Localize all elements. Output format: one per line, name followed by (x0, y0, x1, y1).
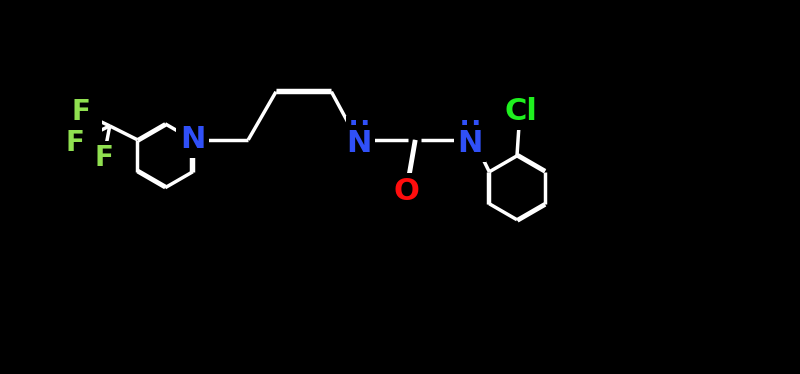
Text: H: H (349, 119, 370, 142)
Text: N: N (180, 125, 206, 154)
Text: N: N (458, 129, 482, 158)
Text: F: F (66, 129, 85, 157)
Text: O: O (394, 177, 419, 206)
Text: H: H (459, 119, 481, 142)
Text: Cl: Cl (504, 97, 538, 126)
Text: F: F (94, 144, 113, 172)
Text: F: F (71, 98, 90, 126)
Text: N: N (346, 129, 372, 158)
